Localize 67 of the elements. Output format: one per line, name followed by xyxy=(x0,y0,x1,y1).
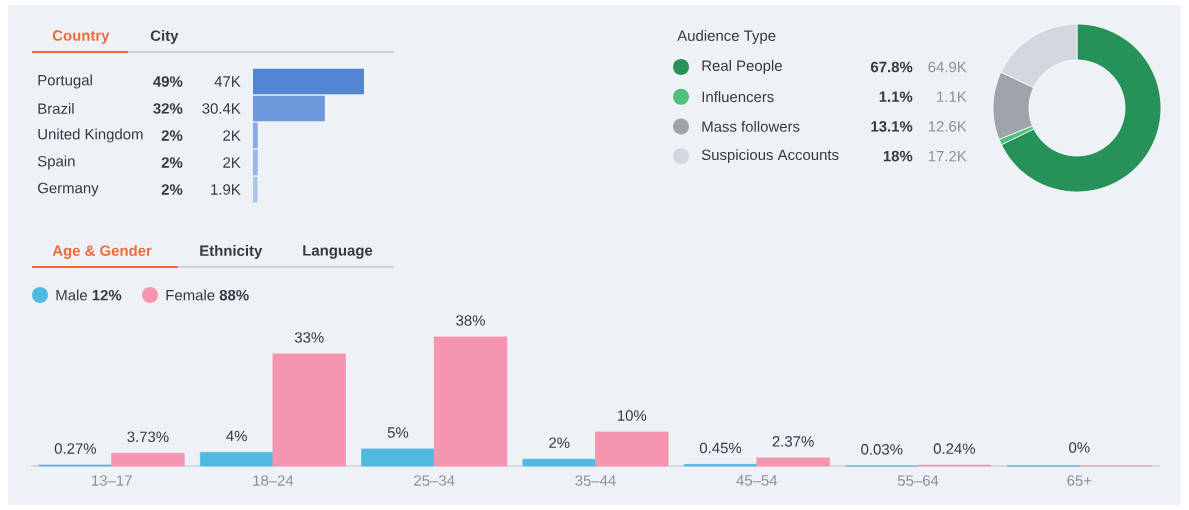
bar xyxy=(253,122,258,149)
bar xyxy=(522,458,596,467)
data-label: 2% xyxy=(549,437,570,448)
data-label: 5% xyxy=(387,427,409,438)
bar xyxy=(199,452,274,467)
data-label: 0.45% xyxy=(699,442,742,454)
bar xyxy=(253,149,258,176)
data-label: 4% xyxy=(226,430,247,442)
x-tick-label: 13–17 xyxy=(92,475,132,486)
legend-label: Suspicious Accounts xyxy=(701,149,839,164)
data-label: 2K xyxy=(223,157,241,168)
data-label: 1.9K xyxy=(211,184,241,195)
y-tick-label: Spain xyxy=(37,155,75,170)
text: 12.6K xyxy=(928,121,967,132)
bar xyxy=(272,353,346,467)
data-label: 0.03% xyxy=(861,444,903,455)
text: Ethnicity xyxy=(200,245,263,259)
x-tick-label: 35–44 xyxy=(575,475,616,486)
data-label: 67.8% xyxy=(870,61,913,73)
data-label: 1.1% xyxy=(879,91,913,102)
text: 2% xyxy=(161,184,183,195)
text: Country xyxy=(52,30,110,44)
bar xyxy=(433,336,508,467)
y-tick-label: Germany xyxy=(38,182,99,197)
bar xyxy=(253,68,365,95)
data-label: 33% xyxy=(294,332,324,343)
y-tick-label: United Kingdom xyxy=(38,128,143,143)
bar xyxy=(253,95,325,122)
legend-label: Real People xyxy=(702,60,782,74)
data-label: 0.27% xyxy=(54,443,96,454)
legend-label: Male 12% xyxy=(56,289,122,301)
x-tick-label: 45–54 xyxy=(736,475,778,486)
data-label: 30.4K xyxy=(202,103,241,114)
data-label: 18% xyxy=(883,150,913,162)
text: 1.1K xyxy=(937,91,967,102)
bar xyxy=(595,431,669,467)
x-tick-label: 25–34 xyxy=(414,475,455,486)
data-label: 2.37% xyxy=(772,436,814,447)
text: 2% xyxy=(161,157,183,168)
text: 64.9K xyxy=(928,61,967,73)
text: Language xyxy=(303,245,373,259)
text: 32% xyxy=(153,103,183,114)
bar xyxy=(361,448,435,467)
y-tick-label: Portugal xyxy=(38,74,92,89)
x-tick-label: 55–64 xyxy=(897,475,939,486)
y-tick-label: Brazil xyxy=(38,103,74,114)
x-tick-label: 18–24 xyxy=(253,475,294,486)
chart-title: Audience Type xyxy=(677,30,776,44)
text: 2% xyxy=(161,130,183,141)
text: City xyxy=(150,30,179,44)
text: 17.2K xyxy=(928,150,967,162)
text: 49% xyxy=(153,76,183,87)
legend-label: Mass followers xyxy=(702,120,800,132)
chart-title: Age & Gender xyxy=(52,245,152,259)
x-tick-label: 65+ xyxy=(1067,475,1092,486)
data-label: 2K xyxy=(223,130,241,141)
annotation: 0% xyxy=(1069,442,1090,453)
bar xyxy=(111,452,185,467)
data-label: 38% xyxy=(456,315,485,326)
data-label: 0.24% xyxy=(933,443,975,454)
data-label: 13.1% xyxy=(871,121,913,132)
bar xyxy=(756,457,830,467)
data-label: 10% xyxy=(617,410,647,421)
data-label: 47K xyxy=(214,76,241,87)
data-label: 3.73% xyxy=(127,431,169,443)
legend-label: Female 88% xyxy=(166,289,249,301)
legend-label: Influencers xyxy=(702,91,774,103)
